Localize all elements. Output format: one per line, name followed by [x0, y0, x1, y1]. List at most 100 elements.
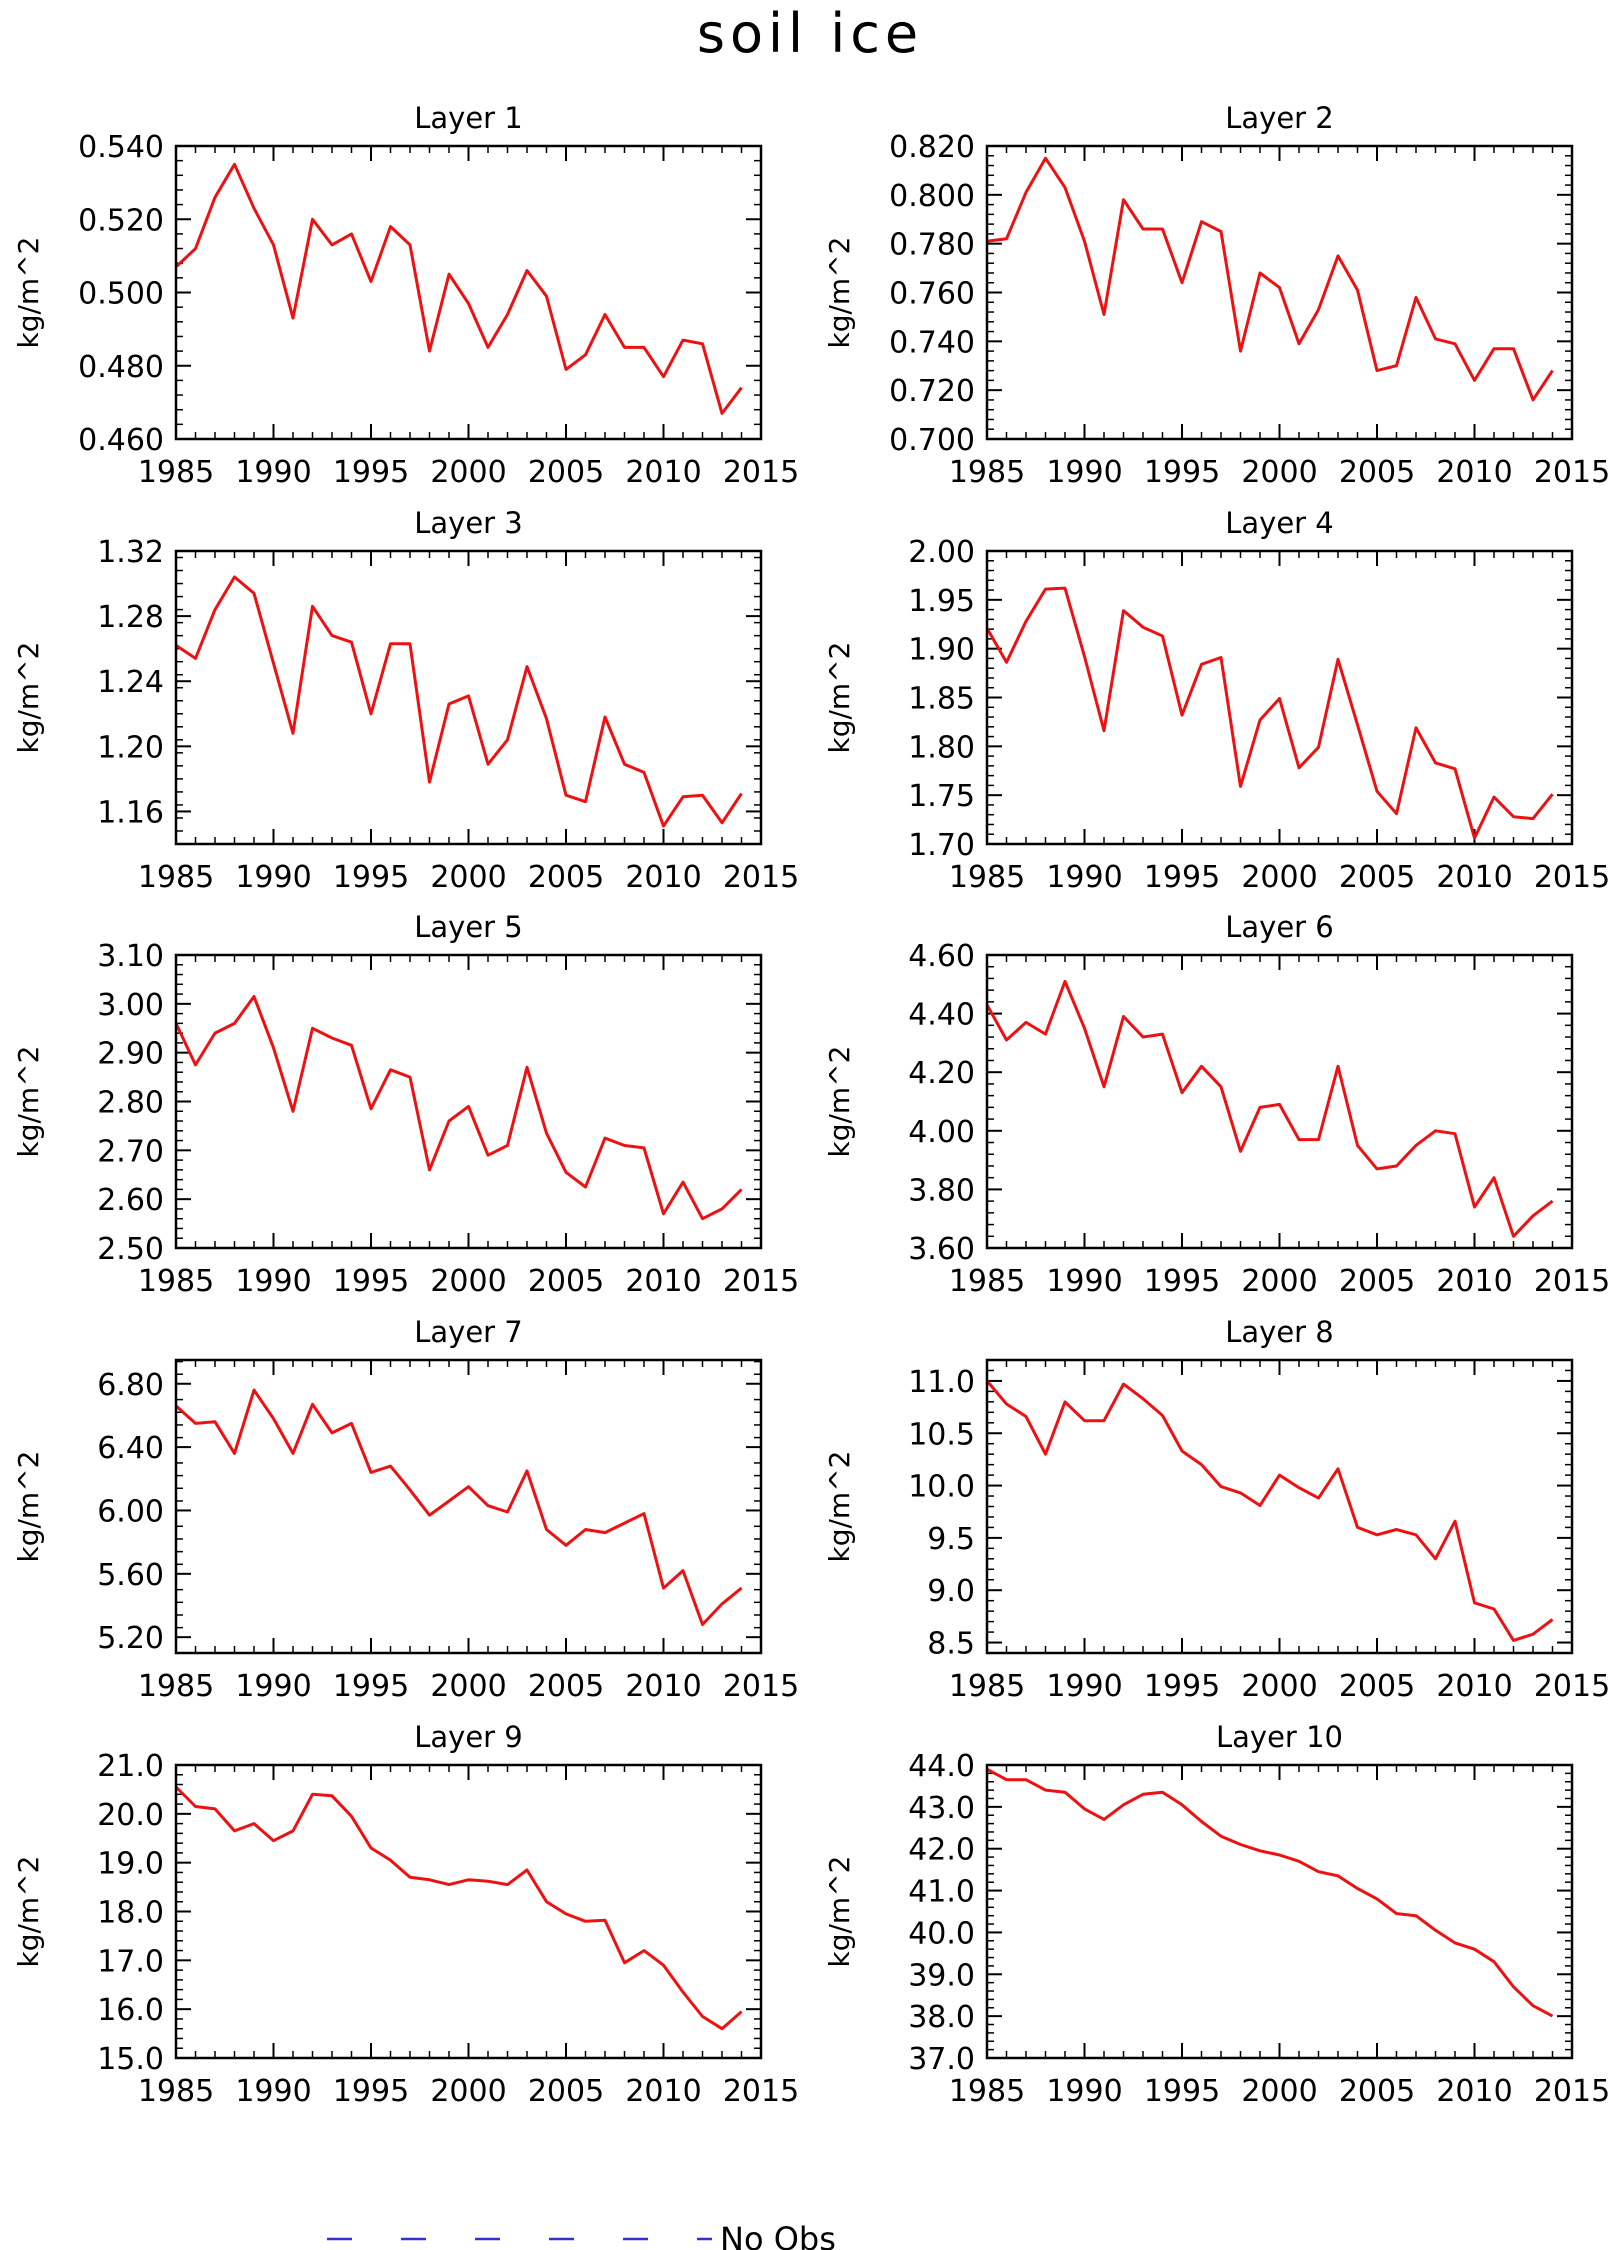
- x-tick-label: 1995: [1144, 860, 1220, 895]
- y-tick-label: 0.820: [889, 130, 975, 165]
- y-tick-label: 17.0: [97, 1944, 164, 1979]
- x-tick-label: 1990: [235, 1264, 311, 1299]
- x-tick-label: 1995: [1144, 455, 1220, 490]
- y-tick-label: 10.0: [908, 1470, 975, 1505]
- x-tick-label: 2010: [1436, 455, 1512, 490]
- panel-title: Layer 10: [1216, 1720, 1343, 1754]
- legend: No Obs: [327, 2220, 836, 2250]
- panel-layer-6: Layer 6 kg/m^2 1985 1990 1995 2000 2005 2010 201…: [823, 910, 1610, 1299]
- series-line: [174, 1785, 743, 2031]
- x-tick-label: 1995: [333, 1264, 409, 1299]
- x-tick-label: 2000: [1241, 455, 1317, 490]
- x-tick-label: 1995: [333, 1669, 409, 1704]
- panel-layer-8: Layer 8 kg/m^2 1985 1990 1995 2000 2005 2010 201…: [823, 1315, 1610, 1704]
- panel-title: Layer 2: [1225, 101, 1334, 135]
- plot-frame: [174, 144, 763, 441]
- y-tick-label: 0.460: [78, 423, 164, 458]
- panel-layer-4: Layer 4 kg/m^2 1985 1990 1995 2000 2005 2010 201…: [823, 506, 1610, 895]
- x-tick-label: 2010: [1436, 2074, 1512, 2109]
- series-line: [985, 1379, 1554, 1642]
- x-tick-label: 2015: [723, 455, 799, 490]
- y-tick-label: 3.00: [97, 988, 164, 1023]
- x-tick-label: 1985: [138, 1264, 214, 1299]
- y-tick-label: 1.70: [908, 828, 975, 863]
- y-tick-label: 4.40: [908, 998, 975, 1033]
- x-tick-label: 2000: [1241, 1669, 1317, 1704]
- x-tick-label: 1990: [235, 860, 311, 895]
- y-tick-label: 19.0: [97, 1847, 164, 1882]
- y-tick-label: 6.80: [97, 1368, 164, 1403]
- x-tick-label: 1990: [1046, 1669, 1122, 1704]
- x-tick-label: 2000: [1241, 2074, 1317, 2109]
- series-line: [985, 586, 1554, 840]
- plot-frame: [985, 953, 1574, 1250]
- y-tick-label: 9.0: [927, 1574, 975, 1609]
- panel-layer-9: Layer 9 kg/m^2 1985 1990 1995 2000 2005 2010 201…: [12, 1720, 799, 2109]
- y-axis-label: kg/m^2: [12, 237, 45, 349]
- series-line: [986, 156, 1554, 402]
- y-tick-label: 21.0: [97, 1749, 164, 1784]
- x-tick-label: 2015: [1534, 1669, 1610, 1704]
- y-tick-label: 18.0: [97, 1896, 164, 1931]
- plot-frame: [985, 1763, 1574, 2060]
- x-tick-label: 1990: [1046, 2074, 1122, 2109]
- y-tick-label: 1.32: [97, 535, 164, 570]
- x-tick-label: 1985: [138, 455, 214, 490]
- y-tick-label: 15.0: [97, 2042, 164, 2077]
- y-tick-label: 0.500: [78, 277, 164, 312]
- figure-title: soil ice: [697, 2, 923, 65]
- y-axis-label: kg/m^2: [823, 642, 856, 754]
- plot-frame: [174, 549, 763, 846]
- x-tick-label: 1995: [333, 860, 409, 895]
- y-tick-label: 1.80: [908, 730, 975, 765]
- x-tick-label: 1990: [1046, 1264, 1122, 1299]
- y-tick-label: 8.5: [927, 1627, 975, 1662]
- y-tick-label: 2.70: [97, 1134, 164, 1169]
- y-tick-label: 1.95: [908, 584, 975, 619]
- legend-label: No Obs: [720, 2220, 836, 2250]
- y-tick-label: 5.20: [97, 1621, 164, 1656]
- panel-layer-7: Layer 7 kg/m^2 1985 1990 1995 2000 2005 2010 201…: [12, 1315, 799, 1704]
- y-tick-label: 41.0: [908, 1875, 975, 1910]
- y-tick-label: 16.0: [97, 1993, 164, 2028]
- y-axis-label: kg/m^2: [12, 1451, 45, 1563]
- panel-title: Layer 7: [414, 1315, 523, 1349]
- x-tick-label: 2000: [430, 2074, 506, 2109]
- panel-title: Layer 4: [1225, 506, 1334, 540]
- y-tick-label: 0.720: [889, 374, 975, 409]
- x-tick-label: 2000: [1241, 860, 1317, 895]
- x-tick-label: 2005: [528, 1264, 604, 1299]
- y-tick-label: 1.24: [97, 665, 164, 700]
- y-tick-label: 5.60: [97, 1558, 164, 1593]
- x-tick-label: 2015: [1534, 455, 1610, 490]
- panel-title: Layer 3: [414, 506, 523, 540]
- y-tick-label: 40.0: [908, 1916, 975, 1951]
- y-tick-label: 4.20: [908, 1056, 975, 1091]
- y-tick-label: 1.20: [97, 730, 164, 765]
- y-tick-label: 4.00: [908, 1115, 975, 1150]
- x-tick-label: 2010: [625, 455, 701, 490]
- plot-frame: [174, 1763, 763, 2060]
- x-tick-label: 2000: [430, 860, 506, 895]
- x-tick-label: 1990: [1046, 455, 1122, 490]
- y-axis-label: kg/m^2: [12, 1856, 45, 1968]
- panel-title: Layer 9: [414, 1720, 523, 1754]
- x-tick-label: 1985: [949, 455, 1025, 490]
- x-tick-label: 2015: [723, 1669, 799, 1704]
- y-tick-label: 10.5: [908, 1417, 975, 1452]
- series-line: [174, 162, 743, 415]
- x-tick-label: 2005: [528, 455, 604, 490]
- y-tick-label: 0.800: [889, 179, 975, 214]
- y-tick-label: 6.00: [97, 1494, 164, 1529]
- x-tick-label: 1995: [333, 455, 409, 490]
- series-line: [986, 1767, 1554, 2018]
- x-tick-label: 2010: [1436, 1669, 1512, 1704]
- y-tick-label: 3.10: [97, 939, 164, 974]
- y-axis-label: kg/m^2: [12, 1046, 45, 1158]
- x-tick-label: 2015: [723, 1264, 799, 1299]
- x-tick-label: 2015: [1534, 860, 1610, 895]
- y-tick-label: 2.60: [97, 1183, 164, 1218]
- plot-frame: [174, 953, 763, 1250]
- y-tick-label: 0.480: [78, 350, 164, 385]
- x-tick-label: 2015: [723, 860, 799, 895]
